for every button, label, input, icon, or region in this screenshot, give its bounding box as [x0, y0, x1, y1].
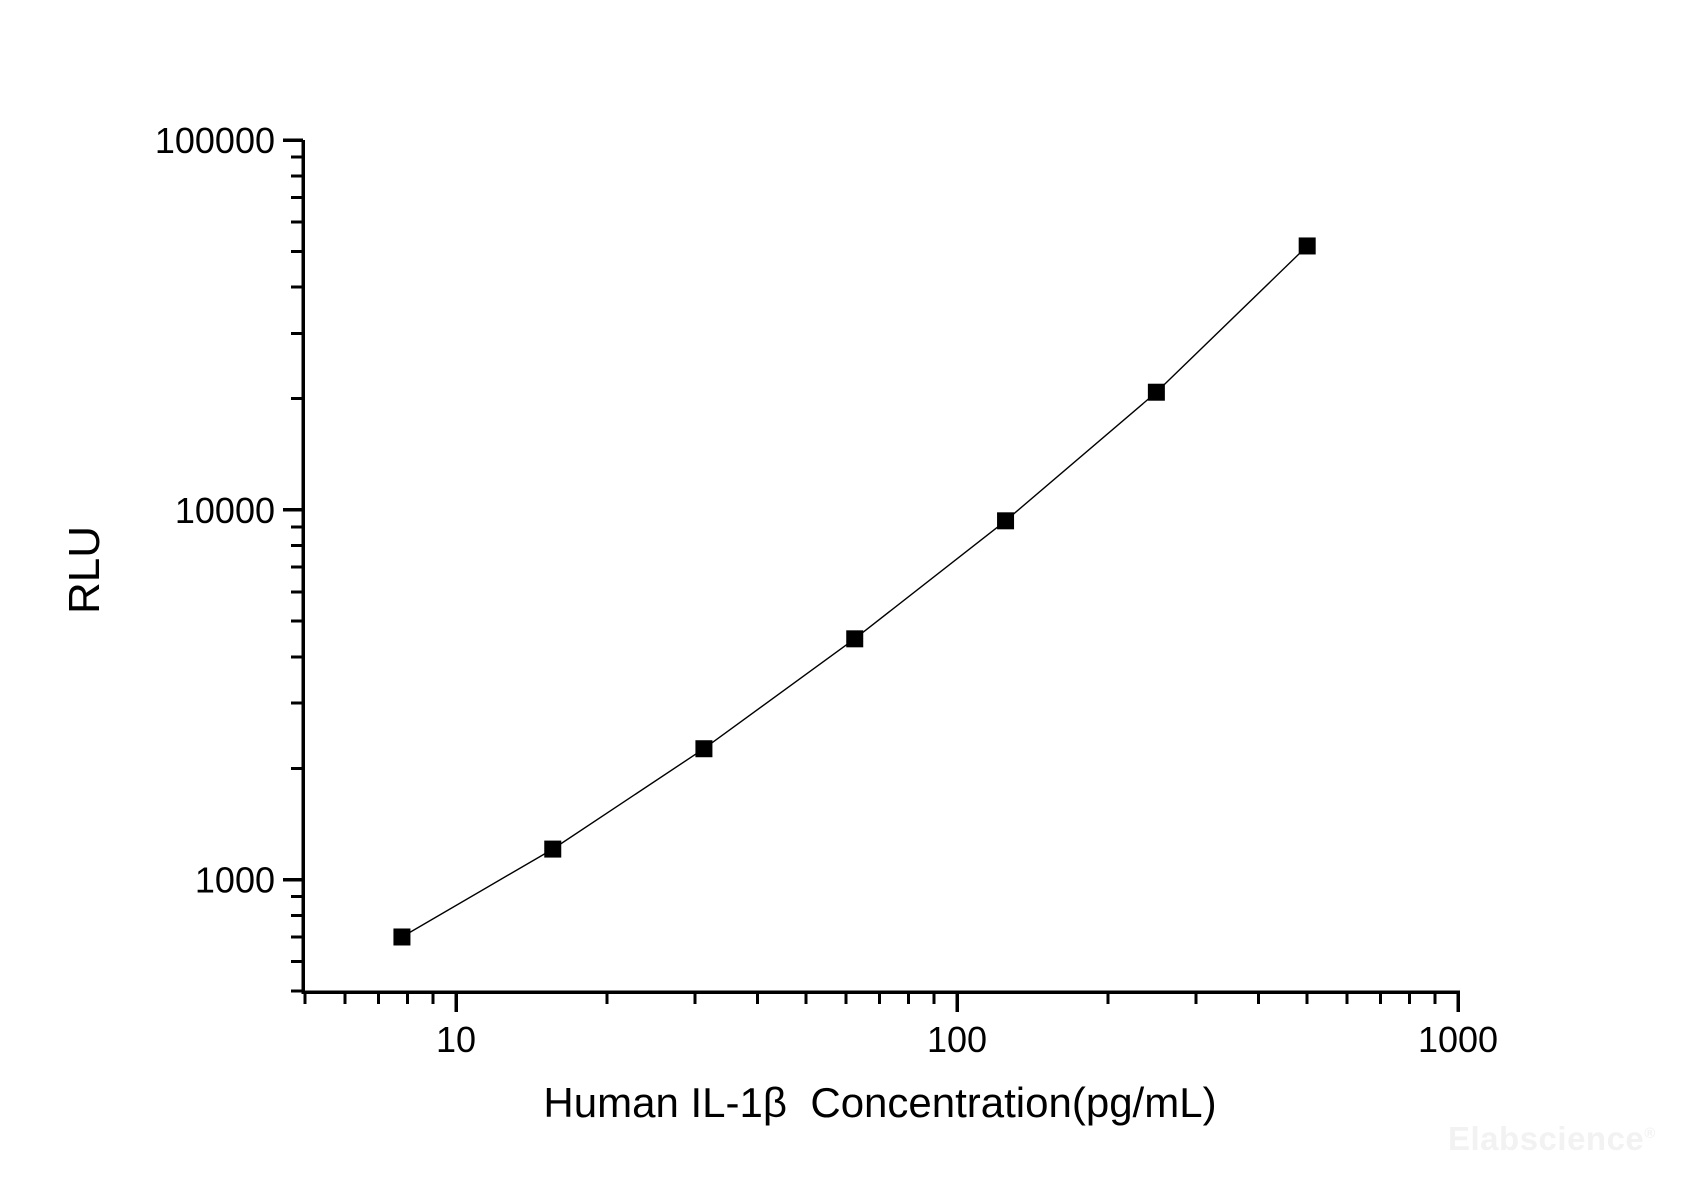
data-point-marker [846, 630, 864, 648]
data-point-marker [695, 740, 713, 758]
x-tick-label: 100 [927, 1019, 987, 1060]
y-tick-label: 10000 [175, 490, 275, 531]
registered-mark-icon: ® [1644, 1125, 1656, 1142]
data-point-marker [544, 840, 562, 858]
y-tick-label: 1000 [195, 860, 275, 901]
data-line [401, 245, 1308, 938]
data-point-marker [1298, 237, 1316, 255]
x-tick-label: 10 [436, 1019, 476, 1060]
x-tick-label: 1000 [1418, 1019, 1498, 1060]
data-point-marker [1147, 383, 1165, 401]
y-axis-title: RLU [60, 525, 109, 615]
data-point-marker [997, 512, 1015, 530]
data-point-marker [393, 928, 411, 946]
x-axis-title: Human IL-1β Concentration(pg/mL) [543, 1079, 1217, 1126]
watermark-text: Elabscience [1448, 1120, 1645, 1157]
y-tick-label: 100000 [155, 120, 275, 161]
watermark: Elabscience® [1448, 1120, 1656, 1158]
